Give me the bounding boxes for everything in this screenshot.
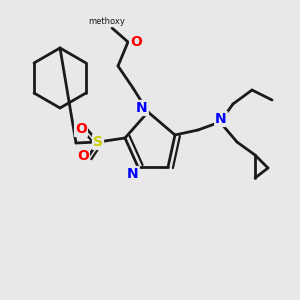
Text: N: N bbox=[215, 112, 227, 126]
Text: S: S bbox=[93, 135, 103, 149]
Text: O: O bbox=[130, 35, 142, 49]
Text: methoxy: methoxy bbox=[88, 17, 125, 26]
Text: N: N bbox=[136, 101, 148, 115]
Text: N: N bbox=[127, 167, 139, 181]
Text: O: O bbox=[75, 122, 87, 136]
Text: O: O bbox=[77, 149, 89, 163]
